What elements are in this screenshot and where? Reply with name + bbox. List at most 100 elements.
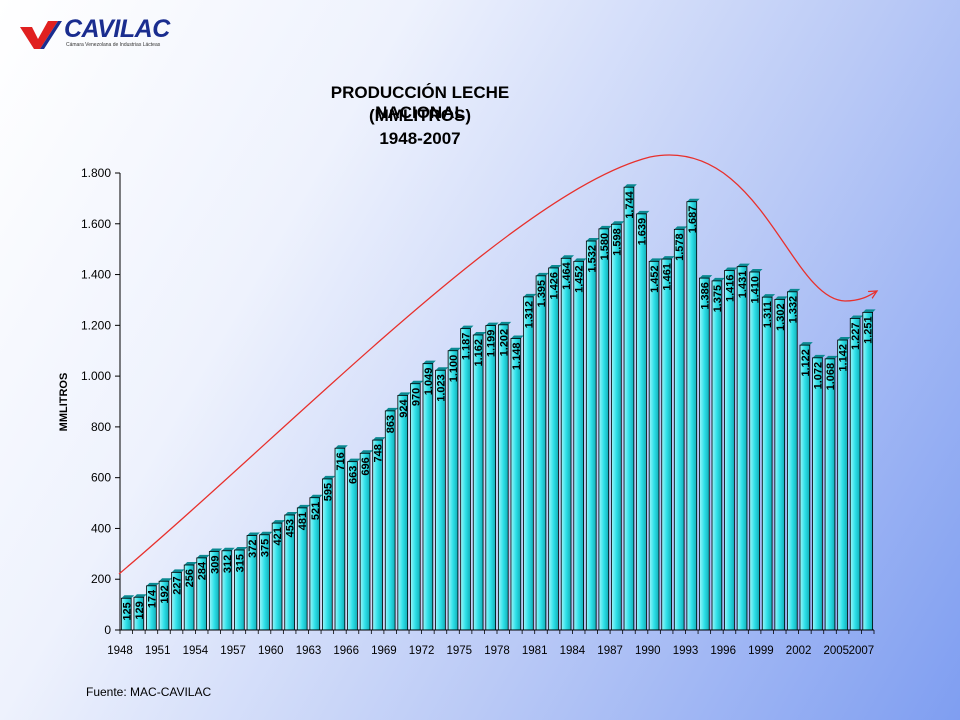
- x-tick-label: 1984: [560, 645, 586, 657]
- x-tick-label: 1972: [409, 645, 435, 657]
- value-label-1981: 1.395: [536, 280, 548, 308]
- x-tick-label: 1975: [447, 645, 473, 657]
- bar-top-1959: [259, 531, 273, 535]
- bar-top-1977: [485, 322, 499, 326]
- value-label-2005: 1.142: [838, 344, 850, 372]
- bar-1971: [410, 383, 421, 631]
- bar-1978: [497, 324, 509, 631]
- bar-top-1971: [410, 380, 424, 384]
- bar-top-1952: [171, 569, 185, 573]
- bar-top-1988: [624, 184, 637, 188]
- y-tick-label: 1.200: [81, 318, 111, 332]
- bar-1975: [460, 328, 471, 631]
- x-tick-label: 1993: [673, 645, 699, 657]
- bar-2005: [837, 339, 848, 631]
- value-label-1995: 1.375: [712, 285, 724, 313]
- bar-1976: [472, 334, 484, 631]
- x-tick-label: 1999: [748, 645, 774, 657]
- bar-1977: [485, 325, 497, 631]
- x-tick-label: 1981: [522, 645, 548, 657]
- value-label-1949: 129: [134, 601, 146, 619]
- value-label-1950: 174: [146, 589, 158, 608]
- value-label-1990: 1.452: [649, 265, 661, 293]
- bar-top-1954: [196, 554, 210, 558]
- value-label-1962: 481: [297, 512, 309, 530]
- value-label-1961: 453: [285, 519, 297, 537]
- value-label-1989: 1.639: [637, 218, 649, 246]
- logo-tagline: Cámara Venezolana de Industrias Lácteas: [66, 42, 161, 48]
- bar-top-1957: [234, 547, 248, 551]
- value-label-1955: 309: [209, 556, 221, 574]
- bar-top-1987: [611, 221, 625, 225]
- y-tick-label: 1.400: [81, 268, 111, 282]
- bar-2000: [774, 299, 786, 631]
- value-label-1968: 748: [373, 444, 385, 462]
- bar-top-1990: [649, 258, 662, 262]
- bar-1989: [636, 213, 647, 631]
- bar-2007: [862, 311, 874, 631]
- bar-1974: [447, 350, 459, 631]
- bar-top-1950: [146, 582, 160, 586]
- value-label-1952: 227: [172, 576, 184, 594]
- bar-top-1972: [422, 360, 436, 364]
- bar-top-2000: [774, 296, 788, 300]
- value-label-1997: 1.431: [737, 271, 749, 299]
- bar-1988: [623, 186, 635, 631]
- bar-top-1958: [247, 532, 260, 536]
- value-label-1998: 1.410: [750, 276, 762, 304]
- bar-top-1963: [309, 494, 323, 498]
- value-label-2004: 1.068: [825, 363, 837, 391]
- value-label-1963: 521: [310, 502, 322, 520]
- bar-top-1986: [598, 225, 612, 229]
- bar-top-1989: [636, 210, 650, 214]
- bar-1998: [749, 271, 760, 631]
- y-tick-label: 800: [91, 420, 111, 434]
- value-label-1960: 421: [272, 527, 284, 545]
- bar-top-1999: [762, 294, 776, 298]
- bar-top-1984: [573, 258, 587, 262]
- value-label-1953: 256: [184, 569, 196, 587]
- bar-top-1983: [561, 255, 575, 259]
- bar-top-1968: [372, 437, 386, 441]
- x-tick-label: 1948: [107, 645, 133, 657]
- value-label-2000: 1.302: [775, 303, 787, 331]
- bar-top-1993: [686, 198, 700, 202]
- x-tick-label: 2005: [824, 645, 850, 657]
- x-tick-label: 1990: [635, 645, 661, 657]
- bar-1968: [372, 439, 383, 631]
- y-tick-label: 1.600: [81, 217, 111, 231]
- trend-arrow: [118, 154, 877, 575]
- bar-top-1981: [536, 272, 549, 276]
- value-label-1959: 375: [260, 539, 272, 557]
- bar-1981: [535, 275, 547, 631]
- bar-top-1949: [133, 594, 147, 598]
- bar-1973: [435, 369, 446, 631]
- value-label-1973: 1.023: [435, 374, 447, 402]
- value-label-1976: 1.162: [473, 339, 485, 367]
- bar-top-1991: [661, 256, 675, 260]
- bar-top-2004: [825, 355, 838, 359]
- bar-2003: [812, 357, 823, 631]
- value-label-1979: 1.148: [511, 343, 523, 371]
- value-label-1993: 1.687: [687, 206, 699, 234]
- bar-top-1996: [724, 267, 738, 271]
- bar-1987: [611, 223, 622, 631]
- bar-top-1975: [460, 325, 474, 329]
- bar-1969: [384, 410, 396, 631]
- bar-1979: [510, 338, 522, 631]
- x-tick-label: 1963: [296, 645, 322, 657]
- bar-top-1951: [159, 578, 172, 582]
- value-label-2001: 1.332: [787, 296, 799, 324]
- value-label-1964: 595: [322, 483, 334, 501]
- bar-top-1948: [121, 595, 135, 599]
- source-note: Fuente: MAC-CAVILAC: [86, 685, 212, 699]
- chart-title-line-2: (MMLITROS): [369, 106, 471, 125]
- bar-top-1956: [221, 547, 235, 551]
- bar-top-1979: [510, 335, 524, 339]
- bar-top-1998: [749, 269, 763, 273]
- bar-top-1976: [473, 331, 487, 335]
- value-label-1965: 716: [335, 452, 347, 470]
- value-label-1958: 372: [247, 540, 259, 558]
- value-label-1971: 970: [410, 388, 422, 406]
- bar-1970: [397, 395, 409, 631]
